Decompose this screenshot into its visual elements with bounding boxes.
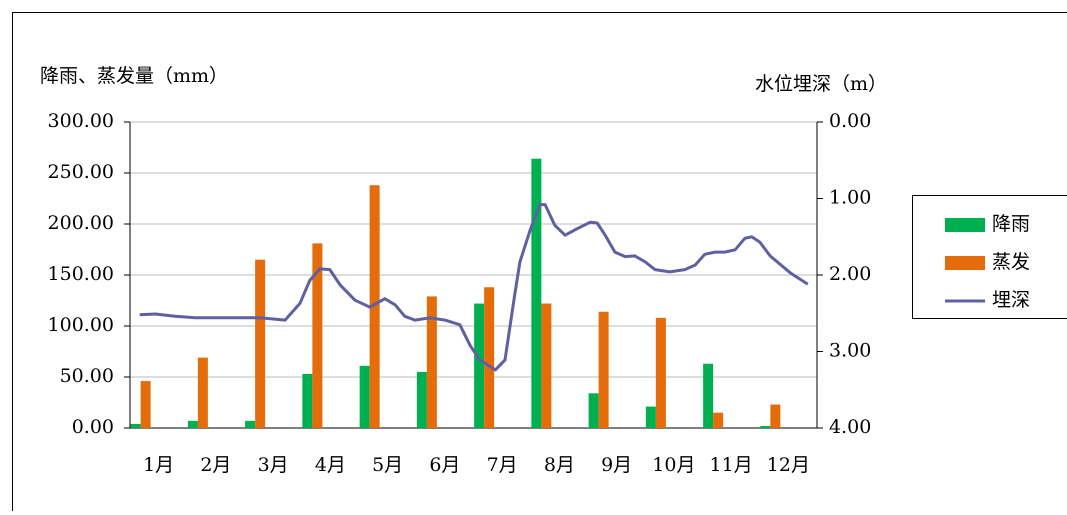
x-tick-label: 2月 <box>200 454 231 476</box>
y2-tick-label: 1.00 <box>829 187 871 209</box>
bar <box>770 405 780 428</box>
legend-label: 降雨 <box>992 213 1030 235</box>
bar <box>713 413 723 428</box>
bar <box>427 296 437 428</box>
y-tick-label: 250.00 <box>48 161 114 183</box>
bar <box>656 318 666 428</box>
y-tick-label: 150.00 <box>48 263 114 285</box>
y2-tick-label: 3.00 <box>829 340 871 362</box>
x-tick-label: 12月 <box>767 454 810 476</box>
y2-tick-label: 4.00 <box>829 416 871 438</box>
x-tick-label: 7月 <box>487 454 518 476</box>
y-tick-label: 0.00 <box>72 416 114 438</box>
y-tick-label: 50.00 <box>60 365 114 387</box>
y-tick-label: 200.00 <box>48 212 114 234</box>
legend-label: 埋深 <box>992 289 1030 311</box>
y-tick-label: 100.00 <box>48 314 114 336</box>
bar <box>474 304 484 428</box>
bar <box>188 421 198 428</box>
x-tick-label: 4月 <box>315 454 346 476</box>
bar <box>484 287 494 428</box>
legend-swatch <box>945 256 985 270</box>
bar <box>255 260 265 428</box>
legend-swatch <box>945 218 985 232</box>
bar <box>141 381 151 428</box>
bar <box>599 312 609 428</box>
line <box>140 205 808 370</box>
legend-box <box>913 196 1067 319</box>
legend-label: 蒸发 <box>992 251 1030 273</box>
y2-axis-title: 水位埋深（m） <box>755 73 887 95</box>
bar <box>360 366 370 428</box>
bar <box>245 421 255 428</box>
x-tick-label: 11月 <box>710 454 753 476</box>
bar <box>131 424 141 428</box>
y2-tick-label: 0.00 <box>829 110 871 132</box>
bar <box>703 364 713 428</box>
bar <box>198 358 208 428</box>
x-tick-label: 6月 <box>429 454 460 476</box>
x-tick-label: 9月 <box>601 454 632 476</box>
x-tick-label: 8月 <box>544 454 575 476</box>
bar <box>760 426 770 428</box>
x-tick-label: 10月 <box>652 454 695 476</box>
x-tick-label: 3月 <box>258 454 289 476</box>
x-tick-label: 1月 <box>143 454 174 476</box>
bar <box>417 372 427 428</box>
bar <box>531 159 541 428</box>
bar <box>589 393 599 428</box>
bar <box>541 304 551 428</box>
bar <box>302 374 312 428</box>
bar <box>646 407 656 428</box>
y-axis-title: 降雨、蒸发量（mm） <box>40 65 228 87</box>
x-tick-label: 5月 <box>372 454 403 476</box>
y-tick-label: 300.00 <box>48 110 114 132</box>
y2-tick-label: 2.00 <box>829 263 871 285</box>
